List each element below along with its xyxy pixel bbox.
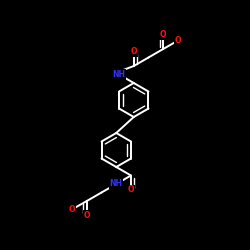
Text: NH: NH [110, 180, 123, 188]
Text: O: O [130, 47, 137, 56]
Text: O: O [84, 211, 90, 220]
Text: O: O [128, 186, 134, 194]
Text: NH: NH [112, 70, 126, 79]
Text: O: O [160, 30, 166, 39]
Text: O: O [69, 205, 75, 214]
Text: O: O [175, 36, 181, 45]
